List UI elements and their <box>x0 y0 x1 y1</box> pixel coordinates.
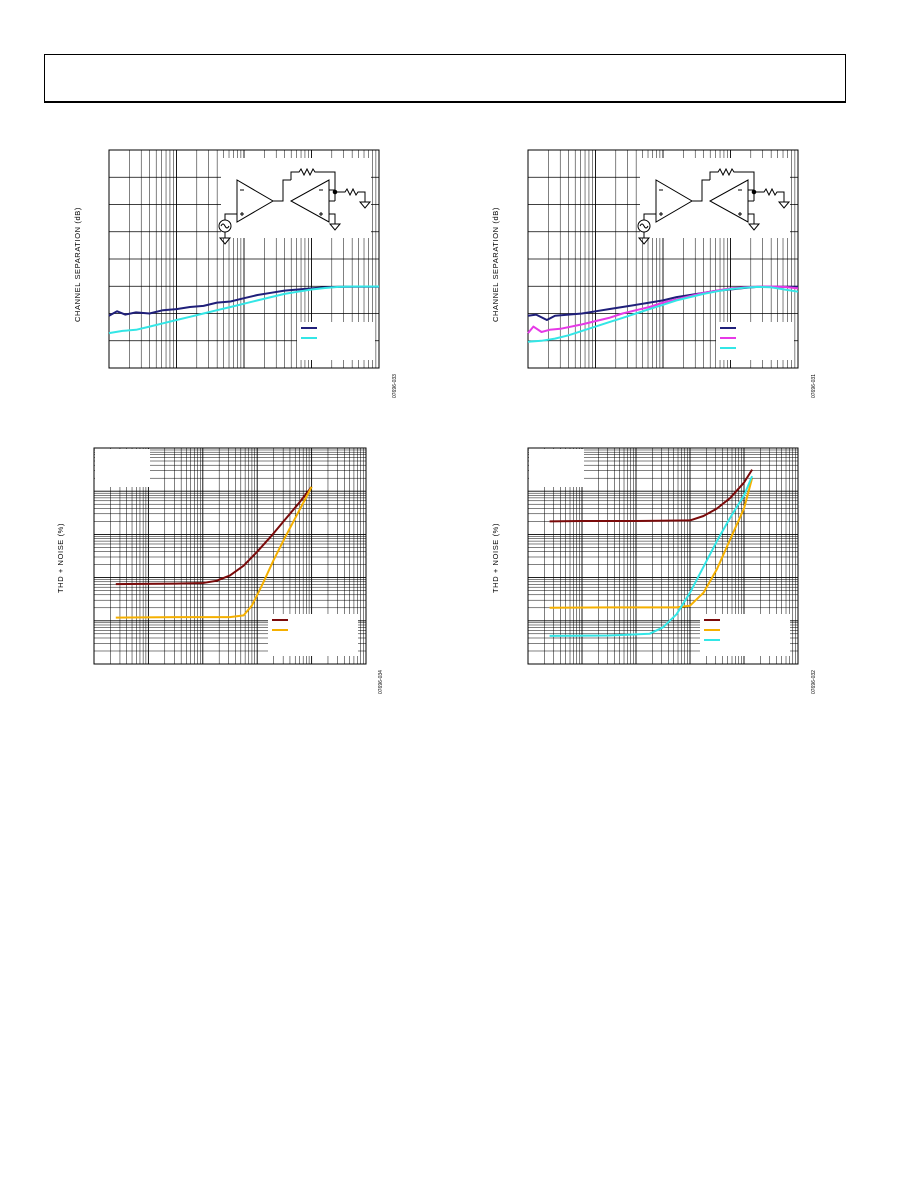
page-header-box <box>44 54 846 103</box>
y-axis-label: CHANNEL SEPARATION (dB) <box>491 207 500 322</box>
opamp-1-icon <box>655 179 693 223</box>
wire <box>748 213 755 224</box>
resistor-icon <box>709 167 755 191</box>
legend <box>716 322 794 360</box>
series-line-cyan <box>549 475 754 637</box>
wire <box>273 179 291 202</box>
ground-icon <box>747 223 761 231</box>
ground-icon <box>358 201 372 209</box>
ground-icon <box>637 237 651 245</box>
chart-plot <box>527 149 799 369</box>
chart-plot <box>108 149 380 369</box>
figure-id: 07696-033 <box>392 374 398 398</box>
legend <box>700 614 790 656</box>
chart-plot <box>93 447 367 665</box>
grid-lines <box>528 448 798 664</box>
chart-plot <box>527 447 799 665</box>
ground-icon <box>328 223 342 231</box>
y-axis-label: THD + NOISE (%) <box>56 522 65 593</box>
legend <box>297 322 375 360</box>
legend <box>268 614 358 656</box>
series-line-orange <box>115 486 313 619</box>
resistor-icon <box>754 187 785 202</box>
wire <box>692 179 710 202</box>
figure-id: 07696-034 <box>378 670 384 694</box>
opamp-circuit-icon <box>637 158 791 245</box>
resistor-icon <box>335 187 366 202</box>
series-line-dark_red <box>115 486 313 586</box>
y-axis-label: CHANNEL SEPARATION (dB) <box>73 207 82 322</box>
ground-icon <box>777 201 791 209</box>
opamp-circuit-icon <box>218 158 372 245</box>
series-line-orange <box>549 477 754 609</box>
wire <box>224 213 237 220</box>
series-line-dark_red <box>549 469 753 523</box>
sine-wave-icon <box>220 223 230 229</box>
wire <box>329 213 336 224</box>
opamp-1-icon <box>236 179 274 223</box>
corner-box <box>95 449 150 487</box>
corner-box <box>529 449 584 487</box>
resistor-icon <box>290 167 336 191</box>
wire <box>643 213 656 220</box>
sine-wave-icon <box>639 223 649 229</box>
ground-icon <box>218 237 232 245</box>
figure-id: 07696-032 <box>811 670 817 694</box>
figure-id: 07696-031 <box>811 374 817 398</box>
y-axis-label: THD + NOISE (%) <box>491 522 500 593</box>
series-line-cyan <box>108 285 379 335</box>
series-line-cyan <box>527 285 799 343</box>
